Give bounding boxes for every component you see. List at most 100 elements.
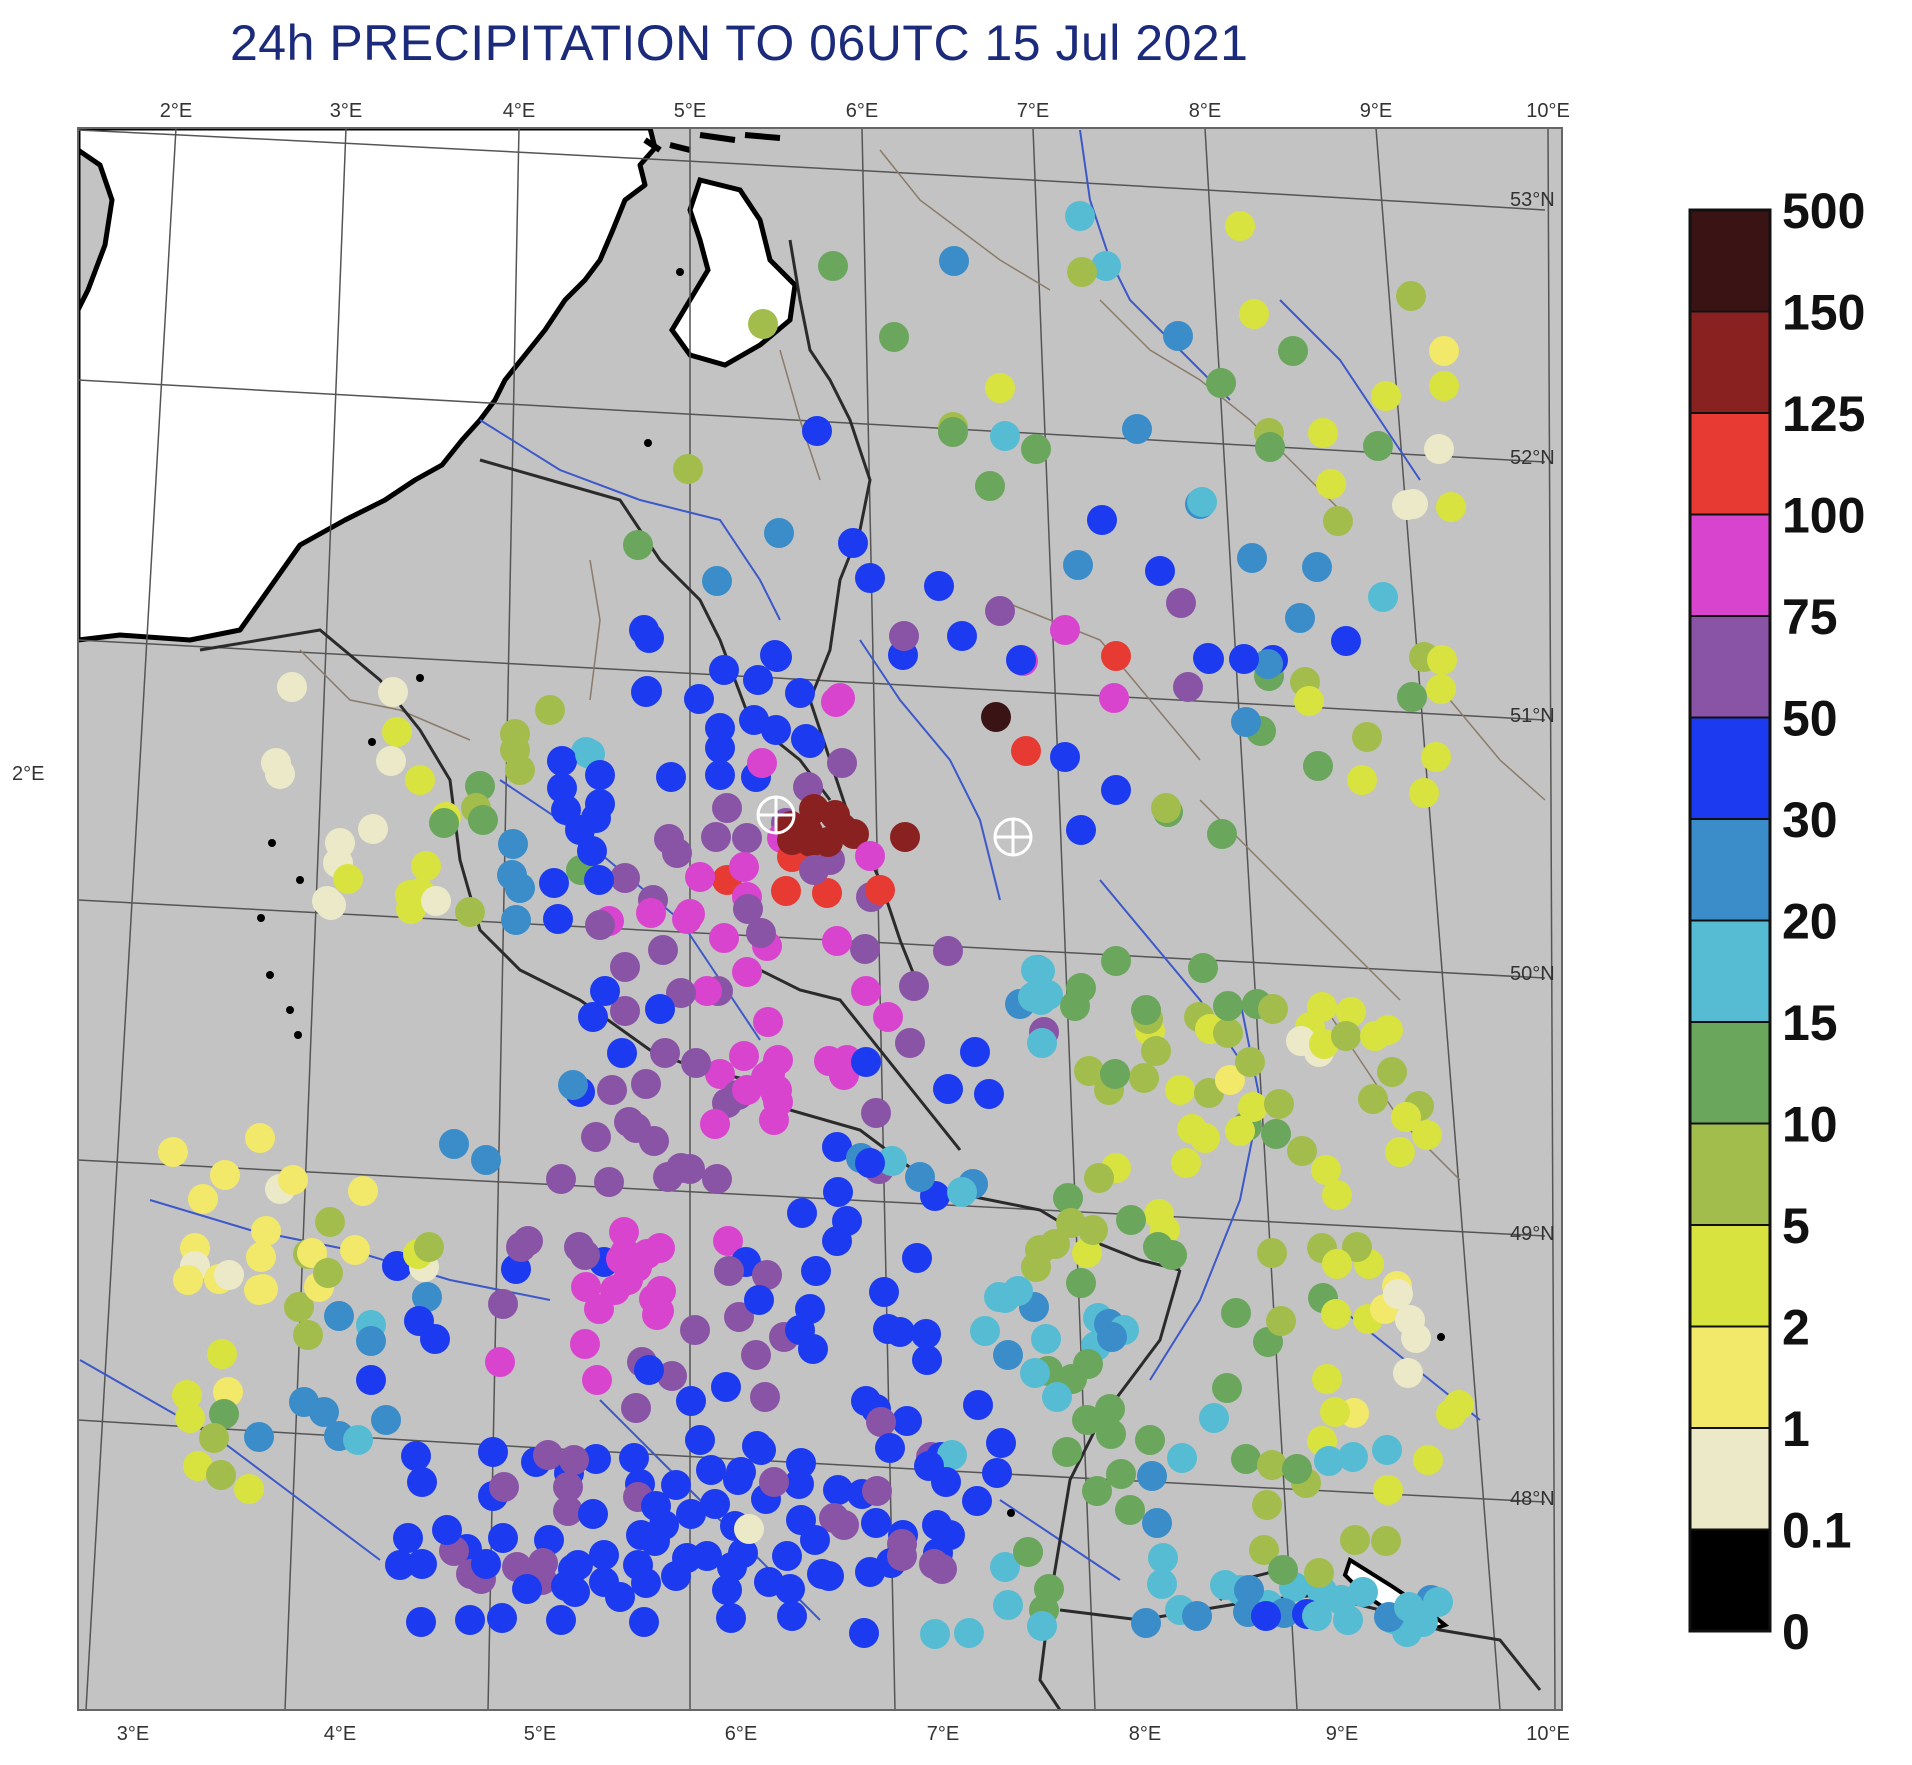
station-marker — [712, 1575, 742, 1605]
station-marker — [1053, 1183, 1083, 1213]
station-marker — [692, 976, 722, 1006]
station-marker — [610, 996, 640, 1026]
station-marker — [747, 748, 777, 778]
station-marker — [1099, 683, 1129, 713]
station-marker — [1377, 1057, 1407, 1087]
station-marker — [1213, 1018, 1243, 1048]
station-marker — [358, 814, 388, 844]
station-marker — [1193, 643, 1223, 673]
station-marker — [539, 868, 569, 898]
station-marker — [1392, 490, 1422, 520]
station-marker — [705, 733, 735, 763]
station-marker — [631, 1069, 661, 1099]
station-marker — [1239, 299, 1269, 329]
station-marker — [705, 760, 735, 790]
station-marker — [933, 936, 963, 966]
station-marker — [927, 1554, 957, 1584]
station-marker — [1020, 1358, 1050, 1388]
station-marker — [684, 684, 714, 714]
station-marker — [1026, 985, 1056, 1015]
lat-label: 51°N — [1510, 705, 1555, 727]
legend-swatch — [1689, 919, 1771, 1023]
station-marker — [407, 1467, 437, 1497]
station-marker — [1027, 1028, 1057, 1058]
station-marker — [1052, 1437, 1082, 1467]
station-marker — [895, 1028, 925, 1058]
station-marker — [584, 865, 614, 895]
lat-label: 49°N — [1510, 1223, 1555, 1245]
station-marker — [1231, 1444, 1261, 1474]
station-marker — [1135, 1425, 1165, 1455]
station-marker — [158, 1137, 188, 1167]
lon-label-top: 8°E — [1189, 100, 1221, 122]
sea-area — [78, 128, 658, 643]
legend-swatch — [1689, 818, 1771, 922]
station-marker — [902, 1243, 932, 1273]
station-marker — [1237, 543, 1267, 573]
station-marker — [559, 1445, 589, 1475]
station-marker — [214, 1260, 244, 1290]
station-marker — [455, 1605, 485, 1635]
legend-label: 0.1 — [1782, 1503, 1852, 1559]
station-marker — [700, 1489, 730, 1519]
station-marker — [962, 1486, 992, 1516]
station-marker — [1266, 1306, 1296, 1336]
station-marker — [1238, 1092, 1268, 1122]
station-marker — [1234, 1575, 1264, 1605]
station-marker — [560, 1577, 590, 1607]
station-marker — [1225, 211, 1255, 241]
station-marker — [1072, 1405, 1102, 1435]
station-marker — [879, 322, 909, 352]
lon-label-bottom: 7°E — [927, 1723, 959, 1745]
station-marker — [406, 1607, 436, 1637]
station-marker — [1235, 1047, 1265, 1077]
station-marker — [636, 898, 666, 928]
station-marker — [666, 978, 696, 1008]
station-marker — [535, 695, 565, 725]
station-marker — [752, 1260, 782, 1290]
station-marker — [1034, 1574, 1064, 1604]
station-marker — [585, 910, 615, 940]
station-marker — [820, 800, 850, 830]
station-marker — [597, 1075, 627, 1105]
legend-label: 30 — [1782, 792, 1838, 848]
station-marker — [421, 886, 451, 916]
station-marker — [947, 621, 977, 651]
station-marker — [827, 748, 857, 778]
legend-label: 100 — [1782, 488, 1865, 544]
legend-swatch — [1689, 1528, 1771, 1632]
station-marker — [887, 1541, 917, 1571]
station-marker — [1302, 552, 1332, 582]
station-marker — [1147, 1569, 1177, 1599]
station-marker — [732, 1075, 762, 1105]
station-marker — [814, 1046, 844, 1076]
station-marker — [393, 1523, 423, 1553]
station-marker — [822, 1132, 852, 1162]
station-marker — [175, 1403, 205, 1433]
station-marker — [578, 1499, 608, 1529]
station-marker — [849, 1618, 879, 1648]
station-marker — [313, 1258, 343, 1288]
station-marker — [505, 873, 535, 903]
station-marker — [1187, 487, 1217, 517]
lon-label-top: 10°E — [1526, 100, 1570, 122]
station-marker — [723, 1465, 753, 1495]
station-marker — [581, 803, 611, 833]
station-marker — [1003, 1276, 1033, 1306]
station-marker — [1429, 371, 1459, 401]
station-marker — [799, 855, 829, 885]
station-marker — [590, 976, 620, 1006]
station-marker — [382, 717, 412, 747]
station-marker — [1100, 1059, 1130, 1089]
station-marker — [1258, 994, 1288, 1024]
station-marker — [729, 1041, 759, 1071]
station-marker — [1338, 1442, 1368, 1472]
station-marker — [676, 1499, 706, 1529]
station-marker — [1421, 742, 1451, 772]
special-station-markers — [756, 795, 1033, 857]
station-marker — [1167, 1443, 1197, 1473]
station-marker — [974, 1079, 1004, 1109]
station-marker — [1385, 1137, 1415, 1167]
